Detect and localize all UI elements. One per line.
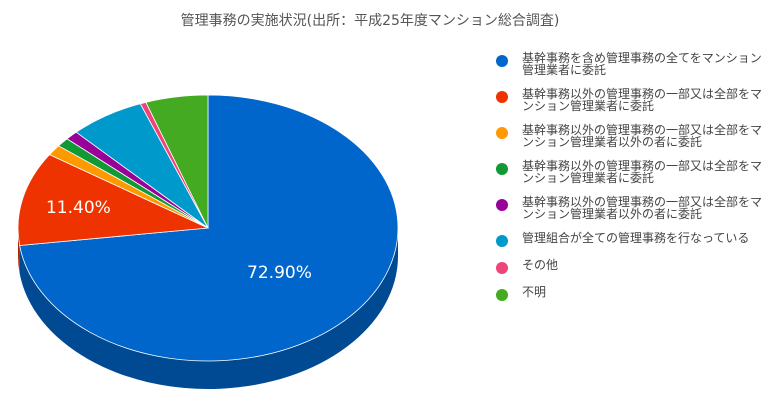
pie-slice-1[interactable] <box>17 154 210 246</box>
legend-swatch <box>496 55 508 67</box>
legend-item[interactable]: 基幹事務以外の管理事務の一部又は全部をマ ンション管理業者以外の者に委託 <box>496 196 766 220</box>
slice-data-label-0: 72.90% <box>247 263 312 283</box>
legend-swatch <box>496 127 508 139</box>
legend-label: その他 <box>522 258 559 272</box>
legend-item[interactable]: 不明 <box>496 286 766 301</box>
legend-swatch <box>496 199 508 211</box>
legend-item[interactable]: 管理組合が全ての管理事務を行なっている <box>496 232 766 247</box>
legend-label: 基幹事務以外の管理事務の一部又は全部をマ ンション管理業者以外の者に委託 <box>522 123 763 149</box>
pie-labels: 72.90% 11.40% <box>46 198 312 283</box>
legend-label: 基幹事務以外の管理事務の一部又は全部をマ ンション管理業者以外の者に委託 <box>522 195 763 221</box>
legend-swatch <box>496 163 508 175</box>
legend-label: 基幹事務を含め管理事務の全てをマンション 管理業者に委託 <box>522 51 762 77</box>
legend-item[interactable]: 基幹事務以外の管理事務の一部又は全部をマ ンション管理業者以外の者に委託 <box>496 124 766 148</box>
legend-label: 基幹事務以外の管理事務の一部又は全部をマ ンション管理業者に委託 <box>522 159 763 185</box>
legend-swatch <box>496 235 508 247</box>
pie-slice-7[interactable] <box>145 94 209 229</box>
pie-side-0 <box>19 228 398 389</box>
chart-title: 管理事務の実施状況(出所：平成25年度マンション総合調査) <box>180 13 560 29</box>
legend-label: 管理組合が全ての管理事務を行なっている <box>522 231 750 245</box>
legend-item[interactable]: 基幹事務を含め管理事務の全てをマンション 管理業者に委託 <box>496 52 766 76</box>
slice-data-label-1: 11.40% <box>46 198 111 218</box>
legend-swatch <box>496 91 508 103</box>
legend-item[interactable]: その他 <box>496 259 766 274</box>
legend-item[interactable]: 基幹事務以外の管理事務の一部又は全部をマ ンション管理業者に委託 <box>496 160 766 184</box>
legend-swatch <box>496 262 508 274</box>
legend-item[interactable]: 基幹事務以外の管理事務の一部又は全部をマ ンション管理業者に委託 <box>496 88 766 112</box>
legend: 基幹事務を含め管理事務の全てをマンション 管理業者に委託 基幹事務以外の管理事務の… <box>496 52 766 313</box>
legend-label: 基幹事務以外の管理事務の一部又は全部をマ ンション管理業者に委託 <box>522 87 763 113</box>
legend-label: 不明 <box>522 285 547 299</box>
legend-swatch <box>496 289 508 301</box>
pie-slices <box>17 94 399 362</box>
